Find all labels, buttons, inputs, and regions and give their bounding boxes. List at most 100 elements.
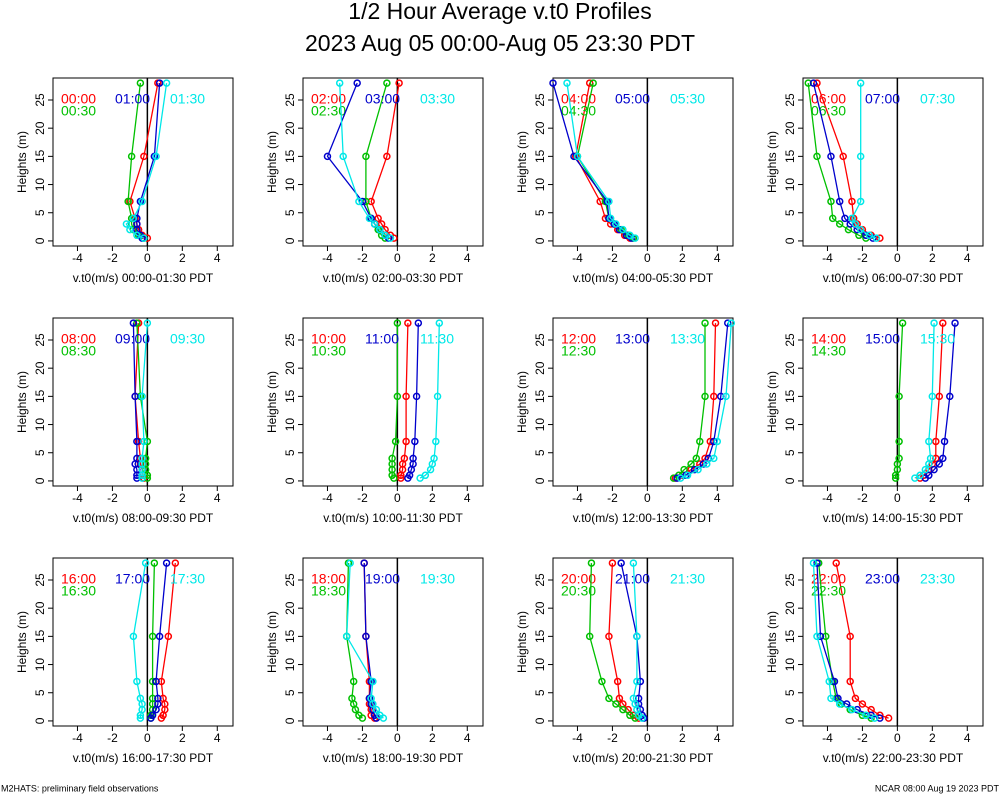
profile-point	[397, 474, 405, 482]
profile-point	[848, 705, 856, 714]
profile-point	[839, 152, 847, 161]
x-tick-label: 2	[429, 491, 436, 505]
profile-point	[138, 197, 146, 206]
y-tick-label: 25	[533, 573, 547, 587]
x-tick-label: -2	[357, 731, 368, 745]
y-axis-label: Heights (m)	[15, 371, 29, 433]
x-tick-label: -4	[322, 491, 333, 505]
y-axis-label: Heights (m)	[265, 131, 279, 193]
y-tick-label: 5	[533, 449, 547, 456]
profile-point	[848, 214, 856, 223]
y-tick-label: 25	[783, 333, 797, 347]
profile-point	[360, 559, 368, 567]
profile-point	[615, 694, 624, 703]
profile-point	[362, 152, 370, 161]
profile-line	[807, 83, 867, 239]
profile-point	[432, 437, 440, 446]
profile-point	[155, 79, 164, 87]
legend-label: 19:30	[420, 571, 455, 587]
y-tick-label: 0	[783, 477, 797, 484]
profile-point	[846, 632, 854, 641]
profile-point	[353, 79, 361, 87]
plot-frame	[802, 557, 984, 727]
y-tick-label: 10	[533, 178, 547, 192]
profile-point	[895, 437, 903, 446]
profile-point	[821, 632, 830, 641]
figure-title: 1/2 Hour Average v.t0 Profiles	[348, 0, 651, 24]
y-axis-label: Heights (m)	[765, 611, 779, 673]
y-tick-label: 25	[283, 93, 297, 107]
profile-point	[388, 454, 396, 463]
profile-point	[935, 392, 944, 401]
x-tick-label: -2	[857, 731, 868, 745]
profile-point	[727, 319, 736, 327]
x-tick-label: -2	[107, 491, 118, 505]
profile-point	[830, 677, 839, 686]
y-tick-label: 0	[533, 237, 547, 244]
legend-label: 02:30	[311, 103, 346, 119]
legend-label: 12:30	[561, 343, 596, 359]
profile-point	[841, 214, 849, 223]
y-tick-label: 15	[33, 629, 47, 643]
profile-point	[703, 460, 711, 468]
y-tick-label: 20	[33, 121, 47, 135]
profile-point	[862, 711, 870, 720]
y-tick-label: 10	[283, 658, 297, 672]
profile-point	[813, 559, 821, 567]
profile-point	[131, 392, 139, 401]
y-tick-label: 15	[33, 149, 47, 163]
x-tick-label: 2	[679, 731, 686, 745]
y-axis-label: Heights (m)	[765, 131, 779, 193]
legend-label: 15:30	[920, 331, 955, 347]
y-tick-label: 10	[283, 178, 297, 192]
profile-point	[619, 705, 627, 714]
legend-label: 12:00	[561, 331, 596, 347]
y-tick-label: 20	[283, 361, 297, 375]
x-tick-label: -4	[72, 491, 83, 505]
x-tick-label: -2	[357, 251, 368, 265]
y-tick-label: 10	[783, 178, 797, 192]
y-tick-label: 20	[533, 361, 547, 375]
profile-point	[395, 79, 403, 87]
x-tick-label: 0	[144, 731, 151, 745]
plot-frame	[552, 557, 734, 727]
x-tick-label: 4	[464, 251, 471, 265]
profile-point	[928, 392, 937, 401]
profile-point	[710, 392, 718, 401]
profile-point	[335, 79, 344, 87]
y-tick-label: 15	[533, 149, 547, 163]
profile-point	[951, 319, 959, 327]
profile-point	[339, 152, 347, 161]
profile-point	[884, 714, 893, 722]
y-tick-label: 20	[783, 121, 797, 135]
y-axis-label: Heights (m)	[15, 611, 29, 673]
profile-point	[154, 694, 162, 703]
legend-label: 13:00	[615, 331, 650, 347]
profile-point	[355, 197, 363, 206]
profile-point	[694, 465, 702, 474]
footer-right: NCAR 08:00 Aug 19 2023 PDT	[875, 783, 1000, 793]
profile-point	[400, 454, 409, 463]
y-tick-label: 25	[783, 93, 797, 107]
y-tick-label: 0	[33, 477, 47, 484]
x-tick-label: 2	[429, 731, 436, 745]
profile-point	[835, 700, 844, 708]
profile-point	[383, 152, 391, 161]
profile-point	[713, 437, 722, 446]
profile-point	[393, 392, 402, 401]
y-tick-label: 10	[533, 418, 547, 432]
y-tick-label: 20	[33, 361, 47, 375]
profile-point	[381, 231, 389, 240]
y-axis-label: Heights (m)	[515, 371, 529, 433]
x-axis-label: v.t0(m/s) 06:00-07:30 PDT	[823, 271, 964, 285]
profile-point	[848, 197, 856, 206]
y-tick-label: 20	[533, 601, 547, 615]
x-axis-label: v.t0(m/s) 12:00-13:30 PDT	[573, 511, 714, 525]
y-axis-label: Heights (m)	[265, 371, 279, 433]
profile-point	[598, 677, 606, 686]
profile-point	[851, 694, 860, 703]
x-axis-label: v.t0(m/s) 10:00-11:30 PDT	[323, 511, 463, 525]
x-tick-label: 0	[144, 251, 151, 265]
profile-point	[349, 677, 358, 686]
profile-point	[701, 392, 709, 401]
